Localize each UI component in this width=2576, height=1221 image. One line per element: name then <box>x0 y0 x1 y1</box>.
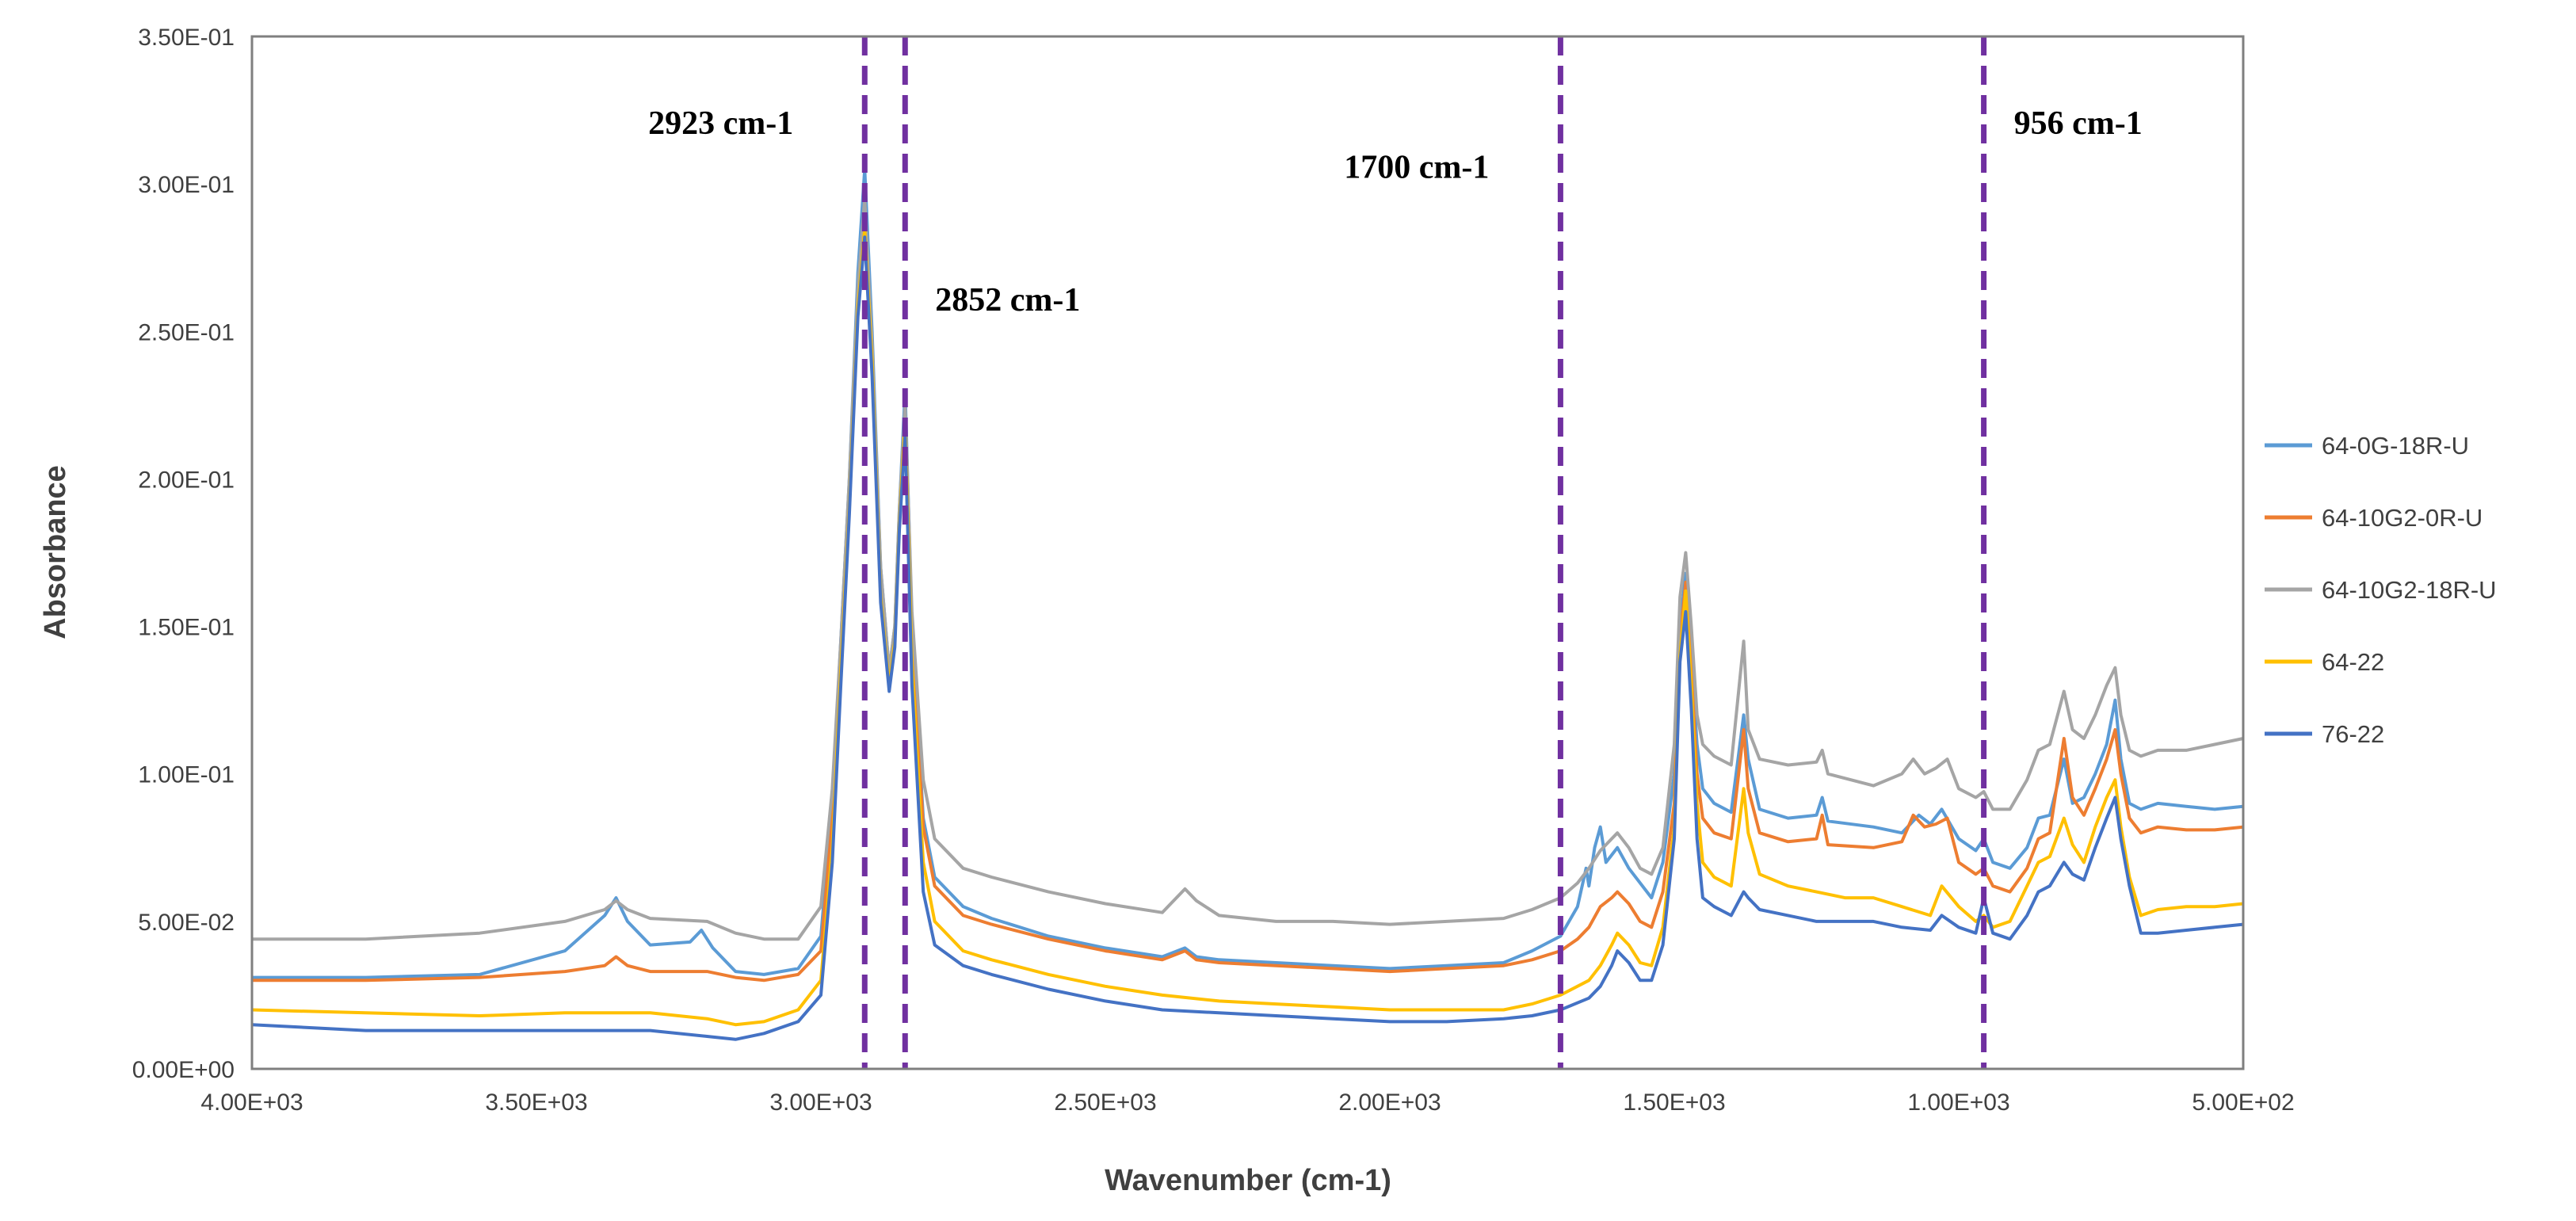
annotation-1700: 1700 cm-1 <box>1344 150 1489 186</box>
legend-label-5: 76-22 <box>2322 720 2384 748</box>
y-tick-label: 1.00E-01 <box>138 762 235 788</box>
x-tick-label: 2.00E+03 <box>1338 1089 1441 1116</box>
y-tick-label: 3.00E-01 <box>138 172 235 198</box>
y-tick-label: 0.00E+00 <box>132 1057 235 1083</box>
y-tick-label: 2.50E-01 <box>138 319 235 345</box>
annotation-2852: 2852 cm-1 <box>935 282 1080 319</box>
x-tick-label: 4.00E+03 <box>200 1089 303 1116</box>
reference-lines <box>861 36 1987 1069</box>
y-tick-label: 1.50E-01 <box>138 615 235 641</box>
legend-label-4: 64-22 <box>2322 648 2384 676</box>
x-axis-ticks: 4.00E+03 3.50E+03 3.00E+03 2.50E+03 2.00E+03… <box>200 1089 2294 1116</box>
legend: 64-0G-18R-U 64-10G2-0R-U 64-10G2-18R-U 64-2… <box>2265 432 2497 748</box>
x-tick-label: 2.50E+03 <box>1054 1089 1156 1116</box>
annotation-956: 956 cm-1 <box>2014 105 2143 142</box>
annotations: 2923 cm-1 2852 cm-1 1700 cm-1 956 cm-1 <box>648 105 2143 319</box>
series-layer <box>251 167 2244 1041</box>
series-line-5 <box>251 235 2244 1041</box>
plot-area-border <box>250 35 2245 1070</box>
x-tick-label: 3.00E+03 <box>769 1089 872 1116</box>
y-tick-label: 2.00E-01 <box>138 467 235 493</box>
y-axis-title: Absorbance <box>39 465 72 639</box>
legend-label-1: 64-0G-18R-U <box>2322 432 2469 460</box>
x-tick-label: 1.00E+03 <box>1907 1089 2009 1116</box>
x-tick-label: 1.50E+03 <box>1623 1089 1725 1116</box>
annotation-2923: 2923 cm-1 <box>648 105 793 142</box>
x-tick-label: 5.00E+02 <box>2192 1089 2294 1116</box>
legend-label-3: 64-10G2-18R-U <box>2322 576 2497 604</box>
x-axis-title: Wavenumber (cm-1) <box>1105 1164 1391 1197</box>
y-tick-label: 3.50E-01 <box>138 25 235 51</box>
legend-label-2: 64-10G2-0R-U <box>2322 504 2483 532</box>
y-tick-label: 5.00E-02 <box>138 910 235 936</box>
y-axis-ticks: 0.00E+00 5.00E-02 1.00E-01 1.50E-01 2.00E-01… <box>132 25 235 1083</box>
x-tick-label: 3.50E+03 <box>485 1089 587 1116</box>
